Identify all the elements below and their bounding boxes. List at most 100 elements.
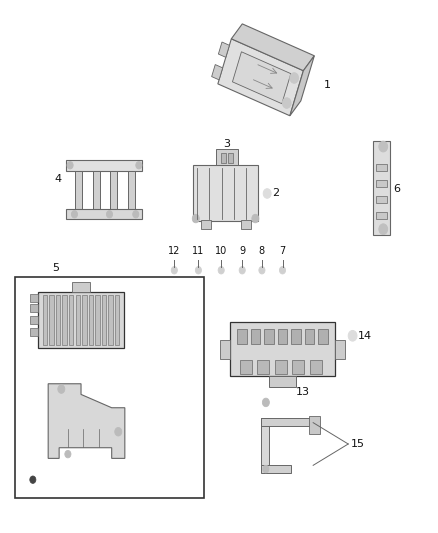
Text: 2: 2: [272, 189, 279, 198]
Bar: [30, 328, 38, 336]
Circle shape: [252, 214, 259, 223]
Text: 3: 3: [223, 139, 230, 149]
Bar: [30, 316, 38, 324]
Bar: [309, 416, 320, 434]
Bar: [376, 196, 387, 203]
Text: 9: 9: [239, 246, 245, 256]
Bar: [292, 360, 304, 374]
Bar: [228, 153, 233, 163]
Circle shape: [106, 211, 113, 218]
Circle shape: [67, 161, 73, 169]
Text: 4: 4: [55, 174, 62, 183]
Circle shape: [58, 385, 65, 393]
Bar: [335, 340, 345, 359]
Bar: [201, 220, 211, 229]
Text: 12: 12: [168, 246, 180, 256]
Bar: [376, 180, 387, 187]
Text: 5: 5: [53, 263, 60, 272]
Circle shape: [348, 330, 357, 341]
Polygon shape: [233, 52, 291, 104]
Circle shape: [263, 189, 271, 198]
Circle shape: [218, 266, 224, 274]
Bar: [30, 294, 38, 302]
Text: 15: 15: [350, 439, 364, 449]
Bar: [376, 212, 387, 219]
Bar: [376, 164, 387, 171]
Bar: [38, 292, 124, 348]
Bar: [373, 141, 390, 235]
Circle shape: [239, 266, 245, 274]
Bar: [42, 295, 47, 344]
Bar: [66, 209, 142, 219]
Polygon shape: [219, 42, 230, 58]
Text: 13: 13: [296, 387, 310, 397]
Circle shape: [30, 476, 36, 483]
Bar: [109, 295, 113, 344]
Circle shape: [279, 266, 286, 274]
Bar: [56, 295, 60, 344]
Text: 1: 1: [324, 80, 331, 90]
Circle shape: [283, 98, 291, 108]
Text: 7: 7: [279, 246, 286, 256]
Bar: [261, 418, 269, 472]
Bar: [62, 295, 67, 344]
Bar: [88, 295, 93, 344]
Polygon shape: [231, 24, 314, 71]
Bar: [110, 171, 117, 211]
Bar: [75, 171, 82, 211]
Bar: [49, 295, 53, 344]
Bar: [15, 277, 204, 498]
Bar: [193, 165, 258, 221]
Bar: [128, 171, 135, 211]
Circle shape: [133, 211, 139, 218]
Bar: [102, 295, 106, 344]
Bar: [69, 295, 73, 344]
Bar: [278, 329, 287, 344]
Circle shape: [262, 398, 269, 407]
Circle shape: [65, 450, 71, 458]
Bar: [66, 160, 142, 171]
Circle shape: [71, 211, 78, 218]
Circle shape: [136, 161, 142, 169]
Bar: [93, 171, 100, 211]
Circle shape: [379, 141, 388, 152]
Bar: [82, 295, 87, 344]
Polygon shape: [212, 64, 223, 80]
Polygon shape: [290, 56, 314, 116]
Bar: [72, 282, 90, 292]
Bar: [257, 360, 269, 374]
Bar: [216, 149, 238, 165]
Bar: [237, 329, 247, 344]
Text: 14: 14: [358, 331, 372, 341]
Text: 6: 6: [393, 184, 400, 194]
Circle shape: [195, 266, 201, 274]
Circle shape: [259, 266, 265, 274]
Circle shape: [379, 224, 388, 235]
Bar: [269, 376, 296, 387]
Bar: [291, 329, 301, 344]
Bar: [318, 329, 328, 344]
Bar: [264, 329, 274, 344]
Bar: [95, 295, 99, 344]
Bar: [261, 465, 291, 473]
Circle shape: [192, 214, 199, 223]
Circle shape: [290, 72, 299, 83]
Polygon shape: [218, 39, 304, 116]
Bar: [115, 295, 119, 344]
Bar: [221, 153, 226, 163]
Bar: [275, 360, 287, 374]
Text: 11: 11: [192, 246, 205, 256]
Text: 8: 8: [259, 246, 265, 256]
Bar: [241, 220, 251, 229]
Bar: [305, 329, 314, 344]
Bar: [220, 340, 230, 359]
Bar: [251, 329, 260, 344]
Text: 10: 10: [215, 246, 227, 256]
Bar: [261, 418, 311, 426]
Bar: [240, 360, 252, 374]
Circle shape: [171, 266, 177, 274]
Bar: [310, 360, 322, 374]
Circle shape: [115, 427, 122, 436]
Circle shape: [263, 465, 269, 473]
Bar: [30, 304, 38, 312]
